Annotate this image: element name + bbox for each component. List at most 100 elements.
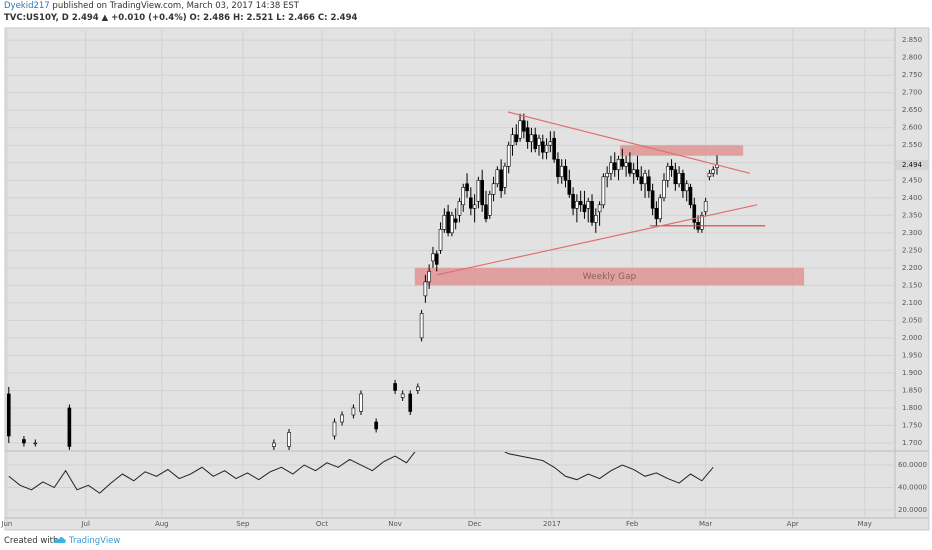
x-tick-label: 2017 (543, 520, 561, 528)
y-tick-label: 2.400 (902, 194, 922, 202)
candle-body (499, 169, 503, 192)
y-tick-label: 1.800 (902, 404, 922, 412)
candle-body (544, 144, 549, 153)
x-tick-label: Aug (155, 520, 169, 528)
candle-body (374, 421, 378, 430)
x-tick-label: May (857, 520, 871, 528)
candle-body (442, 215, 447, 230)
y-tick-label: 2.150 (902, 281, 922, 289)
rsi-line (8, 452, 714, 494)
candle-body (393, 383, 397, 391)
candle-body (681, 172, 685, 192)
candle-body (359, 393, 363, 412)
y-tick-label: 2.650 (902, 106, 922, 114)
y-tick-label: 1.900 (902, 369, 922, 377)
candle-body (427, 271, 431, 283)
candle-body (586, 200, 591, 209)
y2-tick-label: 60.0000 (898, 461, 927, 469)
candle-body (491, 183, 496, 195)
created-with: Created with (4, 536, 59, 546)
y-tick-label: 2.450 (902, 176, 922, 184)
candle-body (624, 162, 628, 167)
candle-body (567, 179, 572, 195)
candle-body (287, 432, 291, 447)
candle-body (469, 197, 473, 209)
candle-body (514, 134, 519, 143)
candle-body (594, 215, 598, 223)
y-tick-label: 2.250 (902, 246, 922, 254)
candle-body (601, 176, 606, 206)
x-tick-label: Jun (0, 520, 12, 528)
candle-body (665, 165, 670, 181)
candle-body (522, 120, 526, 132)
candle-body (643, 172, 647, 185)
candle-body (647, 176, 651, 192)
y-tick-label: 2.050 (902, 316, 922, 324)
candle-body (431, 253, 435, 262)
candle-body (582, 204, 587, 213)
candle-body (484, 204, 488, 220)
y-tick-label: 2.750 (902, 71, 922, 79)
candle-body (559, 165, 564, 178)
y-tick-label: 2.350 (902, 211, 922, 219)
candle-body (612, 162, 617, 171)
candle-body (639, 176, 644, 185)
candle-body (616, 158, 621, 171)
y-tick-label: 2.700 (902, 89, 922, 97)
author[interactable]: Dyekid217 (4, 1, 50, 11)
chart: Weekly Gap 1.700 1.750 1.800 1.850 1.900 1.95… (0, 27, 930, 531)
candle-body (446, 211, 450, 234)
candle-body (631, 169, 636, 174)
footer: Created with TradingView (0, 532, 932, 550)
candle-body (669, 165, 674, 171)
candle-body (529, 134, 534, 143)
candle-body (487, 193, 492, 216)
x-tick-label: Apr (787, 520, 799, 528)
candle-body (605, 172, 609, 178)
candle-body (692, 204, 697, 223)
y2-tick-label: 20.0000 (898, 506, 927, 514)
candle-body (457, 200, 462, 216)
candle-body (590, 200, 594, 223)
candle-body (548, 141, 553, 146)
candle-body (351, 407, 356, 416)
candle-body (677, 172, 681, 185)
candle-body (658, 197, 662, 220)
candle-body (340, 414, 344, 423)
candle-body (673, 169, 678, 185)
candle-body (503, 165, 507, 188)
y-tick-label: 2.300 (902, 229, 922, 237)
candle-body (654, 207, 659, 220)
candle-body (537, 137, 541, 146)
candle-body (476, 179, 481, 202)
candle-body (6, 393, 11, 437)
candle-body (662, 179, 666, 199)
zone (620, 145, 744, 156)
brand[interactable]: TradingView (69, 536, 121, 546)
candle-body (688, 186, 693, 206)
symbol-line: TVC:US10Y, D 2.494 ▲ +0.010 (+0.4%) O: 2… (4, 13, 358, 23)
candle-body (272, 442, 276, 447)
zone (414, 267, 805, 286)
y-tick-label: 2.100 (902, 299, 922, 307)
candle-body (450, 215, 454, 234)
candle-body (434, 253, 439, 265)
last-price-label: 2.494 (902, 161, 923, 169)
candle-body (67, 407, 72, 447)
candle-body (635, 169, 640, 178)
candle-body (453, 218, 458, 223)
candle-body (400, 393, 405, 398)
candle-body (525, 127, 530, 143)
candle-body (597, 204, 602, 213)
candle-body (609, 162, 613, 174)
candle-body (33, 442, 38, 445)
candle-body (438, 229, 443, 251)
y-tick-label: 2.800 (902, 54, 922, 62)
candle-body (495, 169, 500, 185)
zone-label: Weekly Gap (583, 272, 637, 282)
candle-body (416, 386, 420, 391)
header-line: Dyekid217 published on TradingView.com, … (4, 1, 299, 11)
y-tick-label: 2.550 (902, 141, 922, 149)
y-tick-label: 2.600 (902, 124, 922, 132)
